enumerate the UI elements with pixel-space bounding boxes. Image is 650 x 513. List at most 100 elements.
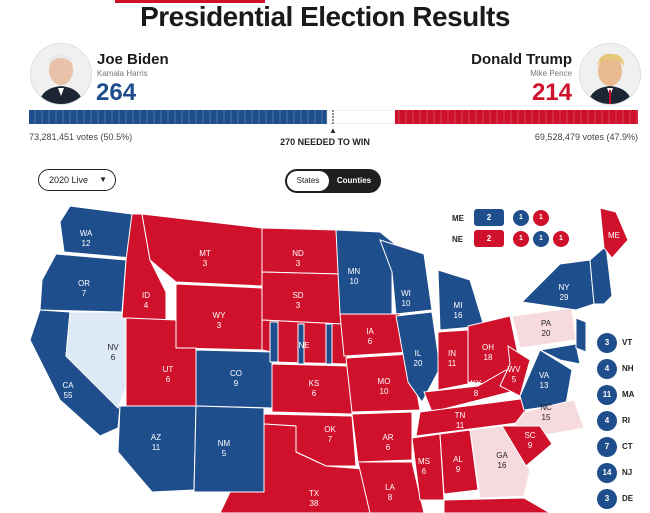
map-label-ky: KY 8 (471, 379, 482, 398)
map-label-abbr: ND (292, 249, 304, 258)
map-label-mi: MI 16 (454, 301, 463, 320)
state-me (599, 207, 629, 259)
map-label-ev: 3 (296, 259, 301, 268)
map-label-ev: 9 (456, 465, 461, 474)
state-abbr: NH (622, 364, 634, 373)
map-label-abbr: LA (385, 483, 395, 492)
district-badge: 1 (532, 230, 550, 248)
map-label-abbr: KY (471, 379, 482, 388)
map-label-oh: OH 18 (482, 343, 494, 362)
map-label-abbr: WV (508, 365, 522, 374)
map-label-ev: 11 (152, 443, 161, 452)
small-state-vt[interactable]: 3 VT (597, 333, 637, 355)
state-abbr: RI (622, 416, 630, 425)
map-label-abbr: WA (80, 229, 93, 238)
state-wv (499, 345, 531, 397)
map-label-tx: TX 38 (309, 489, 320, 508)
needed-to-win-label: 270 NEEDED TO WIN (280, 137, 370, 147)
map-label-ev: 15 (542, 413, 551, 422)
split-state-me[interactable]: ME 2 1 1 (452, 209, 562, 231)
district-badge: 1 (552, 230, 570, 248)
trump-electoral-votes: 214 (531, 79, 572, 106)
map-label-abbr: IA (366, 327, 374, 336)
map-label-az: AZ 11 (151, 433, 161, 452)
map-label-ut: UT 6 (163, 365, 174, 384)
state-or (39, 253, 127, 313)
district-badge: 1 (512, 209, 530, 227)
map-label-abbr: AL (453, 455, 463, 464)
map-label-ar: AR 6 (382, 433, 393, 452)
state-fl (443, 497, 552, 513)
small-state-ma[interactable]: 11 MA (597, 385, 637, 407)
state-new-england (589, 244, 613, 305)
map-label-me: ME (608, 231, 620, 240)
toggle-states[interactable]: States (287, 171, 329, 191)
state-wa (59, 205, 133, 259)
small-state-ct[interactable]: 7 CT (597, 437, 637, 459)
map-label-abbr: IN (448, 349, 456, 358)
state-abbr: VT (622, 338, 633, 347)
accent-bar (115, 0, 265, 3)
map-label-il: IL 20 (414, 349, 423, 368)
state-md (538, 343, 581, 365)
small-state-nh[interactable]: 4 NH (597, 359, 637, 381)
map-view-toggle[interactable]: States Counties (285, 169, 381, 193)
map-label-abbr: MI (454, 301, 463, 310)
map-label-ev: 20 (542, 329, 551, 338)
election-year-dropdown[interactable]: 2020 Live ▼ (38, 169, 116, 191)
map-label-ev: 12 (82, 239, 91, 248)
electoral-count-badge: 4 (597, 359, 617, 379)
map-label-abbr: SC (524, 431, 535, 440)
map-label-abbr: WI (401, 289, 411, 298)
map-label-abbr: CA (62, 381, 74, 390)
split-total: 2 (474, 209, 504, 226)
electoral-count-badge: 7 (597, 437, 617, 457)
biden-avatar (30, 43, 92, 105)
state-ne-district-b (297, 323, 305, 365)
trump-popular-votes: 69,528,479 votes (47.9%) (534, 132, 638, 142)
state-mi (437, 269, 485, 331)
state-ga (469, 425, 531, 499)
small-state-ri[interactable]: 4 RI (597, 411, 637, 433)
map-label-abbr: MN (348, 267, 361, 276)
map-label-id: ID 4 (142, 291, 150, 310)
state-abbr: CT (622, 442, 633, 451)
map-label-ev: 55 (64, 391, 73, 400)
map-label-ms: MS 6 (418, 457, 430, 476)
map-label-ev: 6 (422, 467, 427, 476)
map-label-nm: NM 5 (218, 439, 231, 458)
electoral-count-badge: 11 (597, 385, 617, 405)
map-label-abbr: OR (78, 279, 90, 288)
map-label-abbr: AZ (151, 433, 161, 442)
map-label-ev: 16 (454, 311, 463, 320)
map-label-ok: OK 7 (324, 425, 336, 444)
state-ar (351, 411, 413, 463)
map-label-pa: PA 20 (541, 319, 552, 338)
map-label-abbr: CO (230, 369, 242, 378)
state-nm (193, 405, 265, 493)
page-title: Presidential Election Results (140, 1, 510, 32)
toggle-counties[interactable]: Counties (336, 176, 372, 185)
split-state-ne[interactable]: NE 2 1 1 1 (452, 230, 582, 252)
state-wi (379, 239, 433, 315)
map-label-ev: 4 (144, 301, 149, 310)
map-label-abbr: UT (163, 365, 174, 374)
map-label-sc: SC 9 (524, 431, 535, 450)
map-label-abbr: TN (455, 411, 466, 420)
district-badge: 1 (512, 230, 530, 248)
map-label-ev: 8 (474, 389, 479, 398)
map-label-or: OR 7 (78, 279, 90, 298)
chevron-down-icon: ▼ (99, 175, 107, 184)
map-label-ev: 18 (484, 353, 493, 362)
biden-electoral-votes: 264 (96, 79, 137, 106)
small-state-nj[interactable]: 14 NJ (597, 463, 637, 485)
map-label-abbr: NV (107, 343, 119, 352)
state-va (519, 349, 573, 411)
trump-running-mate: Mike Pence (530, 69, 572, 78)
district-badge: 1 (532, 209, 550, 227)
map-label-ev: 11 (448, 359, 457, 368)
map-label-abbr: NY (558, 283, 570, 292)
state-ne-district-a (269, 321, 279, 363)
small-state-de[interactable]: 3 DE (597, 489, 637, 511)
split-state-label: ME (452, 214, 464, 223)
